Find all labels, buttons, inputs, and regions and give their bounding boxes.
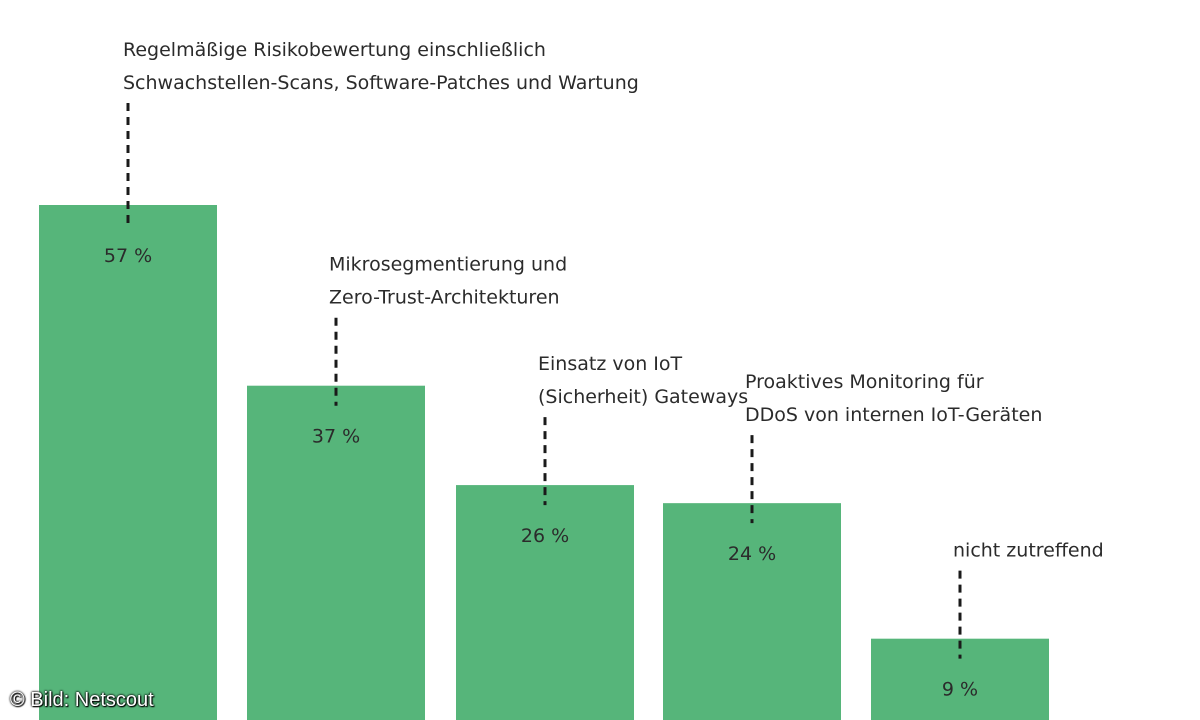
bar-4 [663,503,841,720]
bar-category-label-5: nicht zutreffend [953,540,1104,562]
bar-3 [456,485,634,720]
bar-category-label-line: (Sicherheit) Gateways [538,386,748,408]
bar-1 [39,205,217,720]
bar-category-label-line: DDoS von internen IoT-Geräten [745,404,1042,426]
bar-category-label-line: Proaktives Monitoring für [745,371,984,393]
bar-5 [871,638,1049,720]
bar-value-label-2: 37 % [312,426,360,448]
bar-category-label-line: Mikrosegmentierung und [329,254,567,276]
bar-value-label-3: 26 % [521,525,569,547]
bar-category-label-3: Einsatz von IoT (Sicherheit) Gateways [538,353,748,408]
bar-category-label-line: Zero-Trust-Architekturen [329,287,560,309]
bar-2 [247,385,425,720]
bar-category-label-line: Regelmäßige Risikobewertung einschließli… [123,39,546,61]
bar-category-label-2: Mikrosegmentierung und Zero-Trust-Archite… [329,254,567,309]
bar-category-label-line: nicht zutreffend [953,540,1104,562]
bar-category-label-1: Regelmäßige Risikobewertung einschließli… [123,39,639,94]
bar-category-label-line: Einsatz von IoT [538,353,683,375]
bar-category-label-4: Proaktives Monitoring für DDoS von intern… [745,371,1042,426]
bar-value-label-1: 57 % [104,245,152,267]
bar-category-label-line: Schwachstellen-Scans, Software-Patches u… [123,72,639,94]
bar-value-label-5: 9 % [942,679,978,701]
image-credit: © Bild: Netscout [10,689,154,711]
bar-value-label-4: 24 % [728,543,776,565]
